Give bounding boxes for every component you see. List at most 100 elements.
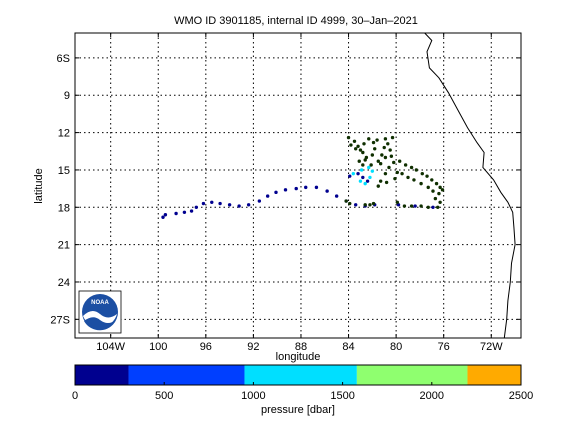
data-point (384, 180, 389, 185)
data-point (438, 200, 442, 205)
data-point (378, 162, 383, 166)
x-tick-label: 76 (438, 341, 450, 353)
data-point (344, 199, 348, 203)
grid-lines (75, 33, 521, 338)
data-point (373, 147, 377, 151)
x-tick-label: 88 (295, 341, 307, 353)
x-tick-label: 84 (342, 341, 354, 353)
data-point (403, 163, 408, 167)
data-point (371, 201, 376, 206)
data-points (161, 135, 445, 219)
data-point (189, 209, 194, 213)
data-point (433, 196, 438, 201)
y-tick-label: 24 (58, 277, 70, 289)
colorbar-label: pressure [dbar] (261, 404, 335, 416)
data-point (395, 170, 400, 175)
x-axis-label: longitude (276, 351, 321, 363)
data-point (437, 191, 441, 196)
data-point (304, 185, 308, 190)
data-point (210, 200, 214, 205)
data-point (382, 145, 386, 150)
data-point (361, 163, 365, 167)
data-point (436, 205, 440, 209)
data-point (368, 175, 372, 180)
colorbar-segment (128, 365, 245, 385)
data-point (425, 174, 429, 178)
data-point (371, 140, 376, 145)
y-axis-label: latitude (33, 168, 45, 203)
y-tick-label: 21 (58, 240, 70, 252)
data-point (431, 205, 435, 209)
data-point (420, 171, 424, 176)
x-tick-label: 96 (200, 341, 212, 353)
data-point (419, 181, 423, 186)
data-point (201, 201, 206, 206)
data-point (294, 186, 298, 191)
data-point (356, 171, 360, 176)
data-point (378, 179, 383, 183)
noaa-logo: NOAA (78, 290, 122, 334)
colorbar-tick-label: 2500 (509, 390, 533, 402)
data-point (265, 194, 270, 198)
data-point (402, 204, 407, 208)
colorbar-tick-label: 0 (72, 390, 78, 402)
data-point (386, 142, 390, 146)
data-point (363, 181, 367, 186)
data-point (353, 147, 358, 151)
data-point (346, 135, 351, 140)
x-tick-label: 80 (390, 341, 402, 353)
colorbar-segment (75, 365, 129, 385)
data-point (393, 176, 397, 181)
data-point (314, 185, 319, 190)
data-point (369, 163, 373, 167)
data-point (334, 194, 339, 198)
y-tick-label: 12 (58, 128, 70, 140)
data-point (375, 138, 379, 142)
data-point (409, 204, 414, 208)
data-point (440, 188, 445, 192)
data-point (365, 179, 370, 183)
data-point (431, 189, 435, 193)
data-point (434, 181, 439, 186)
colorbar-tick-label: 1000 (241, 390, 265, 402)
data-point (414, 168, 419, 172)
data-point (426, 185, 430, 190)
data-point (376, 159, 380, 163)
data-point (370, 169, 375, 173)
data-point (357, 159, 361, 163)
data-point (412, 178, 416, 182)
data-point (392, 160, 396, 165)
y-tick-label: 27S (50, 314, 70, 326)
data-point (370, 153, 375, 157)
data-point (349, 143, 353, 147)
colorbar (75, 365, 521, 385)
data-point (363, 158, 367, 162)
plot-frame (74, 32, 522, 339)
data-point (376, 184, 380, 188)
data-point (348, 174, 352, 178)
data-point (387, 165, 391, 170)
data-point (358, 148, 363, 152)
data-point (359, 168, 364, 172)
data-point (218, 201, 222, 206)
colorbar-frame (74, 364, 522, 386)
x-tick-label: 100 (149, 341, 167, 353)
data-point (182, 210, 187, 214)
data-point (348, 201, 352, 206)
data-point (283, 188, 288, 192)
y-tick-label: 18 (58, 202, 70, 214)
data-point (352, 139, 357, 144)
data-point (397, 159, 402, 163)
chart-title: WMO ID 3901185, internal ID 4999, 30–Jan… (174, 15, 418, 27)
data-point (395, 200, 400, 205)
data-point (237, 204, 241, 208)
colorbar-ticks: 0 500 1000 1500 2000 2500 (72, 382, 533, 402)
data-point (358, 179, 363, 183)
colorbar-segment (467, 365, 521, 385)
data-point (362, 142, 366, 146)
data-point (426, 205, 430, 209)
colorbar-tick-label: 1500 (330, 390, 354, 402)
data-point (419, 204, 423, 208)
data-point (367, 165, 371, 170)
